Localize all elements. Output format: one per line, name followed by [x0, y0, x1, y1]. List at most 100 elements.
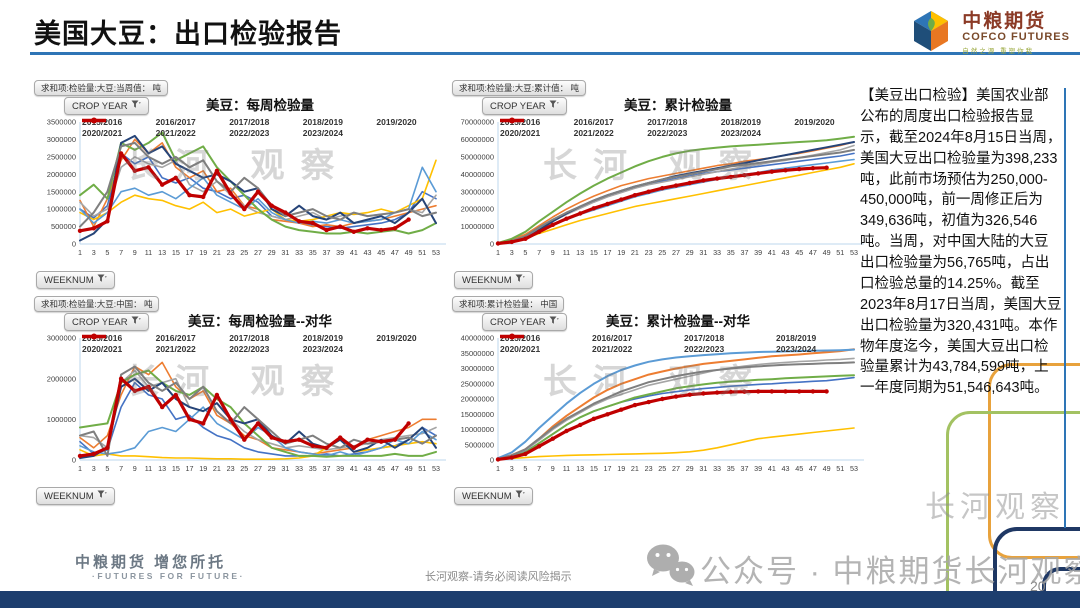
- svg-text:49: 49: [405, 248, 413, 257]
- svg-text:15: 15: [172, 464, 180, 473]
- series-2021/2022: [497, 374, 855, 461]
- series-2022/2023: [79, 141, 437, 228]
- svg-text:3000000: 3000000: [47, 135, 76, 144]
- series-marker: [214, 168, 220, 173]
- crop-year-filter-button[interactable]: CROP YEAR: [64, 97, 149, 115]
- funnel-icon: [97, 274, 107, 286]
- legend-label: 2017/2018: [229, 117, 270, 127]
- svg-text:41: 41: [768, 248, 776, 257]
- svg-text:1: 1: [78, 248, 82, 257]
- series-marker: [509, 239, 514, 245]
- series-marker: [550, 222, 555, 227]
- pivot-measure-button[interactable]: 求和项:检验量:大豆:累计值： 吨: [452, 80, 586, 96]
- series-marker: [201, 421, 206, 426]
- series-marker: [146, 165, 151, 170]
- svg-text:2000000: 2000000: [47, 170, 76, 179]
- series-marker: [406, 217, 411, 222]
- side-accent-line: [1064, 88, 1066, 528]
- series-marker: [160, 404, 165, 410]
- svg-text:3: 3: [510, 464, 514, 473]
- series-marker: [605, 201, 610, 207]
- series-marker: [673, 394, 679, 399]
- weeknum-filter-button[interactable]: WEEKNUM: [454, 487, 533, 505]
- svg-text:20000000: 20000000: [461, 205, 494, 214]
- weeknum-filter-button[interactable]: WEEKNUM: [36, 487, 115, 505]
- legend-label: 2020/2021: [82, 128, 123, 138]
- legend-label: 2022/2023: [684, 344, 725, 354]
- svg-text:5000000: 5000000: [465, 440, 494, 449]
- svg-text:49: 49: [405, 464, 413, 473]
- svg-text:31: 31: [281, 248, 289, 257]
- svg-text:3: 3: [510, 248, 514, 257]
- crop-year-filter-button[interactable]: CROP YEAR: [64, 313, 149, 331]
- chart-weekly-total: 求和项:检验量:大豆:当周值： 吨 CROP YEAR 美豆：每周检验量 350…: [30, 80, 450, 295]
- series-marker: [365, 437, 370, 442]
- svg-text:19: 19: [199, 464, 207, 473]
- chart-cumulative-china: 求和项:累计检验量： 中国 CROP YEAR 美豆：累计检验量--对华 400…: [448, 296, 868, 511]
- crop-year-filter-button[interactable]: CROP YEAR: [482, 313, 567, 331]
- svg-text:43: 43: [782, 248, 790, 257]
- weeknum-filter-button[interactable]: WEEKNUM: [36, 271, 115, 289]
- page-number: 20: [1030, 578, 1046, 594]
- pivot-measure-button[interactable]: 求和项:累计检验量： 中国: [452, 296, 565, 312]
- legend-label: 2021/2022: [155, 128, 196, 138]
- legend-swatch: [500, 117, 524, 124]
- chart-title: 美豆：累计检验量: [624, 98, 732, 113]
- series-marker: [228, 417, 233, 422]
- svg-text:35: 35: [309, 464, 317, 473]
- series-marker: [379, 439, 384, 444]
- weeknum-filter-button[interactable]: WEEKNUM: [454, 271, 533, 289]
- series-marker: [118, 376, 124, 381]
- series-marker: [201, 194, 206, 200]
- svg-text:25: 25: [240, 464, 248, 473]
- chart-legend: 2015/20162016/20172017/20182018/20192019…: [82, 117, 450, 139]
- legend-label: 2016/2017: [155, 333, 196, 343]
- svg-text:37: 37: [322, 248, 330, 257]
- svg-text:31: 31: [281, 464, 289, 473]
- series-marker: [564, 216, 569, 221]
- series-marker: [523, 451, 528, 457]
- series-marker: [379, 227, 384, 233]
- svg-text:9: 9: [133, 464, 137, 473]
- plot-area: 40000000 35000000 30000000 25000000 20000000…: [448, 332, 868, 492]
- x-axis: 1 3 5 7 9 11 13 15 17 19 21 23 25 27 29 31 33 35 37 39 41 43 4…: [78, 464, 440, 473]
- series-marker: [173, 175, 178, 180]
- svg-text:31: 31: [699, 464, 707, 473]
- footer-watermark-text: 公众号 · 中粮期货长河观察: [700, 554, 1080, 589]
- series-marker: [824, 165, 829, 170]
- legend-item: 2016/2017: [82, 117, 230, 127]
- series-marker: [578, 211, 583, 216]
- svg-text:25: 25: [658, 248, 666, 257]
- series-marker: [338, 435, 343, 440]
- legend-item: 2018/2019: [500, 333, 868, 343]
- series-marker: [310, 220, 315, 226]
- svg-text:3: 3: [92, 464, 96, 473]
- svg-text:33: 33: [295, 464, 303, 473]
- legend-label: 2018/2019: [302, 333, 343, 343]
- funnel-icon: [549, 316, 559, 328]
- svg-text:70000000: 70000000: [461, 118, 494, 127]
- legend-item: 2021/2022: [500, 335, 684, 354]
- legend-item: 2019/2020: [500, 117, 868, 127]
- series-marker: [783, 389, 788, 394]
- series-marker: [536, 229, 542, 234]
- series-2023/2024: [78, 377, 411, 458]
- svg-text:40000000: 40000000: [461, 170, 494, 179]
- legend-item: 2020/2021: [82, 119, 156, 138]
- legend-item: 2020/2021: [500, 335, 592, 354]
- crop-year-filter-button[interactable]: CROP YEAR: [482, 97, 567, 115]
- legend-row: 2015/20162016/20172017/20182018/20192019…: [82, 333, 450, 343]
- pivot-measure-button[interactable]: 求和项:检验量:大豆:中国： 吨: [34, 296, 160, 312]
- filter-label: CROP YEAR: [72, 316, 128, 328]
- svg-text:43: 43: [364, 464, 372, 473]
- series-marker: [687, 392, 692, 397]
- series-marker: [742, 173, 747, 178]
- legend-item: 2023/2024: [82, 117, 377, 138]
- svg-text:1: 1: [78, 464, 82, 473]
- series-2017/2018: [79, 369, 437, 451]
- svg-text:27: 27: [254, 248, 262, 257]
- svg-text:25: 25: [240, 248, 248, 257]
- svg-text:0: 0: [72, 456, 76, 465]
- legend-item: 2017/2018: [82, 117, 303, 127]
- pivot-measure-button[interactable]: 求和项:检验量:大豆:当周值： 吨: [34, 80, 168, 96]
